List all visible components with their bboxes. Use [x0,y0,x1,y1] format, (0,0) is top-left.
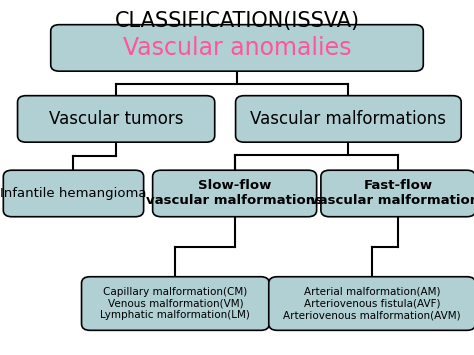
FancyBboxPatch shape [51,25,423,71]
FancyBboxPatch shape [3,170,144,217]
Text: Vascular malformations: Vascular malformations [250,110,447,128]
FancyBboxPatch shape [269,277,474,330]
Text: CLASSIFICATION(ISSVA): CLASSIFICATION(ISSVA) [114,11,360,31]
FancyBboxPatch shape [236,95,461,142]
Text: Vascular anomalies: Vascular anomalies [123,36,351,60]
Text: Capillary malformation(CM)
Venous malformation(VM)
Lymphatic malformation(LM): Capillary malformation(CM) Venous malfor… [100,287,250,320]
Text: Slow-flow
vascular malformations: Slow-flow vascular malformations [146,180,323,207]
Text: Infantile hemangioma: Infantile hemangioma [0,187,147,200]
Text: Fast-flow
vascular malformations: Fast-flow vascular malformations [310,180,474,207]
Text: Vascular tumors: Vascular tumors [49,110,183,128]
FancyBboxPatch shape [18,95,215,142]
FancyBboxPatch shape [82,277,269,330]
Text: Arterial malformation(AM)
Arteriovenous fistula(AVF)
Arteriovenous malformation(: Arterial malformation(AM) Arteriovenous … [283,287,461,320]
FancyBboxPatch shape [153,170,317,217]
FancyBboxPatch shape [321,170,474,217]
